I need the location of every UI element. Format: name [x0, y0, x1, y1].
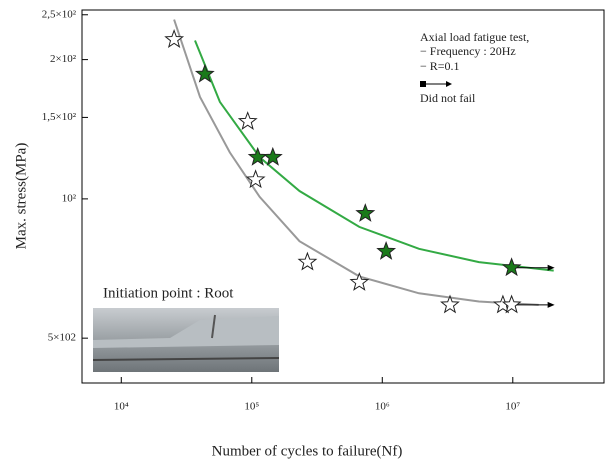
- y-tick-label: 2,5×10²: [42, 8, 77, 20]
- data-point: [164, 29, 185, 48]
- y-tick-label: 2×10²: [50, 53, 77, 65]
- legend-arrow: [420, 81, 452, 87]
- data-point: [501, 294, 522, 314]
- data-point: [440, 294, 460, 314]
- y-tick-label: 10²: [62, 192, 77, 204]
- data-point: [501, 257, 522, 277]
- data-point: [245, 169, 266, 189]
- legend-text: Axial load fatigue test,: [420, 30, 529, 44]
- runout-arrowhead: [547, 264, 555, 271]
- data-point: [194, 63, 215, 83]
- x-tick-label: 10⁵: [244, 401, 259, 413]
- data-point: [376, 240, 397, 260]
- fit-curve: [194, 40, 554, 272]
- x-axis-title: Number of cycles to failure(Nf): [212, 443, 403, 459]
- data-point: [262, 146, 283, 166]
- y-tick-label: 5×102: [48, 332, 76, 344]
- plot-frame: [81, 9, 605, 384]
- x-tick-label: 10⁷: [505, 401, 520, 413]
- inset-caption: Initiation point : Root: [103, 285, 234, 301]
- x-tick-label: 10⁴: [114, 401, 129, 413]
- inset-photo: [92, 308, 280, 372]
- data-point: [349, 271, 370, 291]
- data-point: [237, 111, 258, 130]
- y-axis-title: Max. stress(MPa): [13, 143, 29, 250]
- data-point: [247, 146, 268, 166]
- legend-text: − R=0.1: [420, 59, 460, 73]
- legend-text: Did not fail: [420, 91, 476, 105]
- fit-curve: [173, 19, 539, 306]
- legend-text: − Frequency : 20Hz: [420, 44, 516, 58]
- data-point: [355, 203, 376, 222]
- y-tick-label: 1,5×10²: [42, 111, 77, 123]
- runout-arrowhead: [547, 301, 555, 308]
- x-tick-label: 10⁶: [375, 401, 390, 413]
- data-point: [297, 251, 318, 271]
